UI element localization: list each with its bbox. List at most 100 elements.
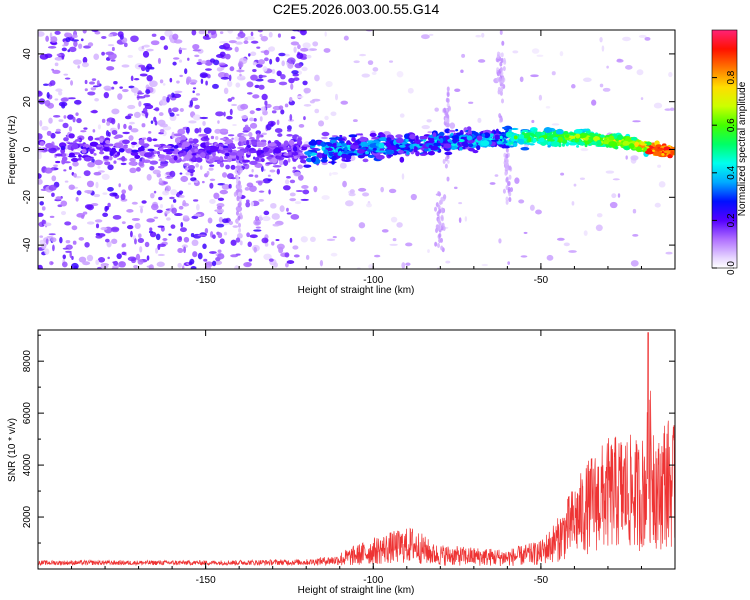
x-tick-label: -150: [196, 575, 216, 586]
ridge-cell: [574, 138, 580, 143]
noise-speckle: [77, 65, 80, 69]
noise-speckle: [282, 185, 291, 191]
noise-speckle: [198, 30, 206, 35]
ridge-cell: [302, 144, 310, 147]
noise-speckle: [227, 134, 235, 137]
ridge-cell: [297, 137, 302, 144]
noise-speckle: [75, 112, 79, 116]
noise-streak: [508, 191, 512, 197]
ridge-cell: [379, 137, 388, 142]
noise-streak: [499, 30, 503, 35]
noise-speckle: [242, 130, 249, 133]
ridge-cell: [350, 143, 360, 150]
ridge-cell: [103, 146, 110, 152]
noise-speckle: [192, 87, 197, 90]
noise-streak: [438, 191, 442, 197]
noise-speckle: [228, 220, 234, 226]
noise-speckle: [303, 103, 312, 107]
snr-frame: [37, 329, 676, 570]
noise-speckle: [96, 266, 102, 269]
ridge-cell: [225, 139, 234, 145]
ridge-cell: [494, 134, 500, 140]
noise-speckle: [245, 199, 250, 203]
noise-speckle: [41, 125, 49, 131]
noise-speckle: [664, 108, 672, 111]
noise-speckle: [190, 177, 197, 182]
noise-speckle: [390, 216, 398, 223]
ridge-cell: [618, 142, 622, 145]
noise-speckle: [113, 81, 118, 85]
ridge-cell: [205, 153, 210, 160]
noise-speckle: [323, 48, 331, 53]
noise-speckle: [595, 224, 603, 232]
noise-speckle: [216, 205, 223, 210]
ridge-cell: [444, 151, 453, 156]
noise-speckle: [88, 81, 95, 85]
noise-speckle: [128, 125, 133, 131]
noise-speckle: [182, 265, 185, 269]
ridge-cell: [283, 148, 292, 151]
ridge-cell: [630, 136, 638, 141]
noise-speckle: [138, 233, 142, 239]
noise-streak: [237, 215, 241, 221]
ridge-cell: [568, 141, 577, 146]
noise-speckle: [63, 137, 69, 142]
noise-streak: [501, 40, 505, 46]
noise-speckle: [103, 91, 110, 99]
ridge-cell: [395, 137, 404, 144]
noise-speckle: [174, 213, 183, 217]
ridge-cell: [444, 128, 451, 134]
noise-speckle: [172, 199, 177, 203]
noise-speckle: [261, 132, 268, 136]
ridge-cell: [104, 144, 111, 147]
noise-streak: [504, 163, 508, 169]
noise-speckle: [335, 93, 338, 101]
noise-speckle: [202, 120, 206, 126]
ridge-cell: [246, 140, 250, 146]
ridge-cell: [508, 145, 515, 148]
noise-speckle: [264, 100, 268, 106]
noise-speckle: [535, 209, 542, 215]
noise-streak: [437, 224, 441, 230]
noise-speckle: [352, 119, 358, 123]
noise-speckle: [405, 242, 413, 247]
noise-speckle: [297, 174, 304, 181]
noise-speckle: [277, 133, 283, 137]
noise-speckle: [245, 201, 251, 208]
ridge-cell: [596, 139, 602, 146]
noise-speckle: [494, 174, 499, 177]
ridge-cell: [481, 137, 485, 141]
noise-speckle: [62, 122, 69, 129]
noise-speckle: [396, 70, 404, 78]
noise-speckle: [223, 231, 228, 236]
noise-speckle: [146, 255, 150, 261]
ridge-cell: [339, 134, 343, 138]
noise-streak: [500, 86, 504, 92]
ridge-cell: [131, 149, 139, 153]
ridge-cell: [510, 127, 519, 131]
noise-streak: [438, 232, 442, 238]
noise-speckle: [243, 261, 252, 268]
noise-speckle: [106, 66, 115, 71]
noise-speckle: [219, 31, 224, 35]
noise-speckle: [372, 67, 379, 72]
noise-speckle: [263, 210, 270, 216]
noise-speckle: [248, 53, 251, 57]
noise-speckle: [95, 223, 100, 229]
ridge-cell: [205, 141, 210, 147]
noise-speckle: [310, 236, 316, 243]
noise-speckle: [218, 216, 224, 223]
noise-speckle: [170, 204, 174, 209]
noise-speckle: [219, 40, 229, 44]
ridge-cell: [304, 151, 312, 155]
noise-speckle: [257, 59, 265, 65]
noise-speckle: [71, 34, 78, 39]
noise-speckle: [170, 224, 176, 229]
noise-speckle: [248, 174, 254, 177]
noise-speckle: [214, 128, 222, 134]
noise-speckle: [189, 258, 195, 265]
ridge-cell: [210, 145, 219, 152]
ridge-cell: [550, 141, 560, 147]
noise-speckle: [101, 173, 110, 180]
noise-speckle: [235, 205, 243, 213]
